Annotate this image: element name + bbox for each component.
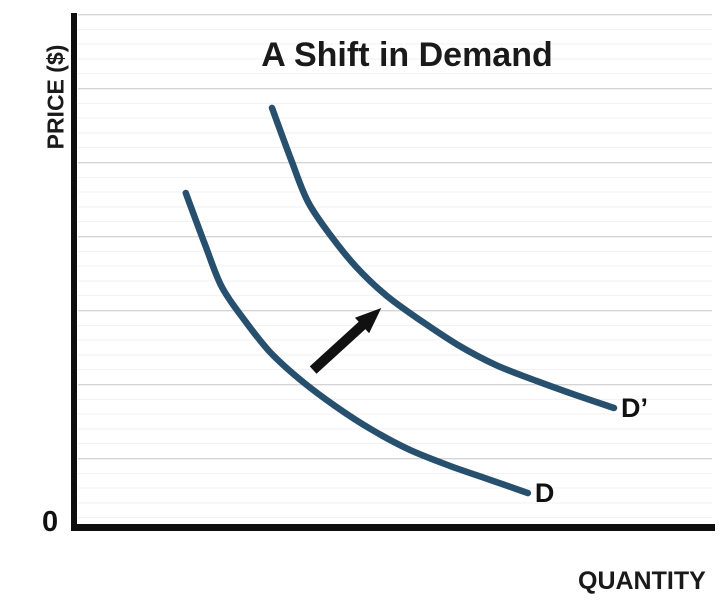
- y-axis-label: PRICE ($): [42, 44, 69, 150]
- curve-label-d: D: [534, 478, 555, 509]
- curve-demand-shifted: [268, 104, 618, 412]
- curve-label-d-prime: D’: [621, 392, 649, 423]
- origin-tick-label: 0: [42, 506, 59, 538]
- x-axis-label: QUANTITY: [578, 567, 706, 595]
- curve-demand: [182, 189, 532, 497]
- shift-arrow-shaft: [309, 319, 368, 374]
- x-axis-line: [71, 524, 715, 531]
- shift-arrow-head: [354, 307, 382, 334]
- chart-title: A Shift in Demand: [261, 36, 553, 74]
- y-axis-line: [71, 13, 77, 531]
